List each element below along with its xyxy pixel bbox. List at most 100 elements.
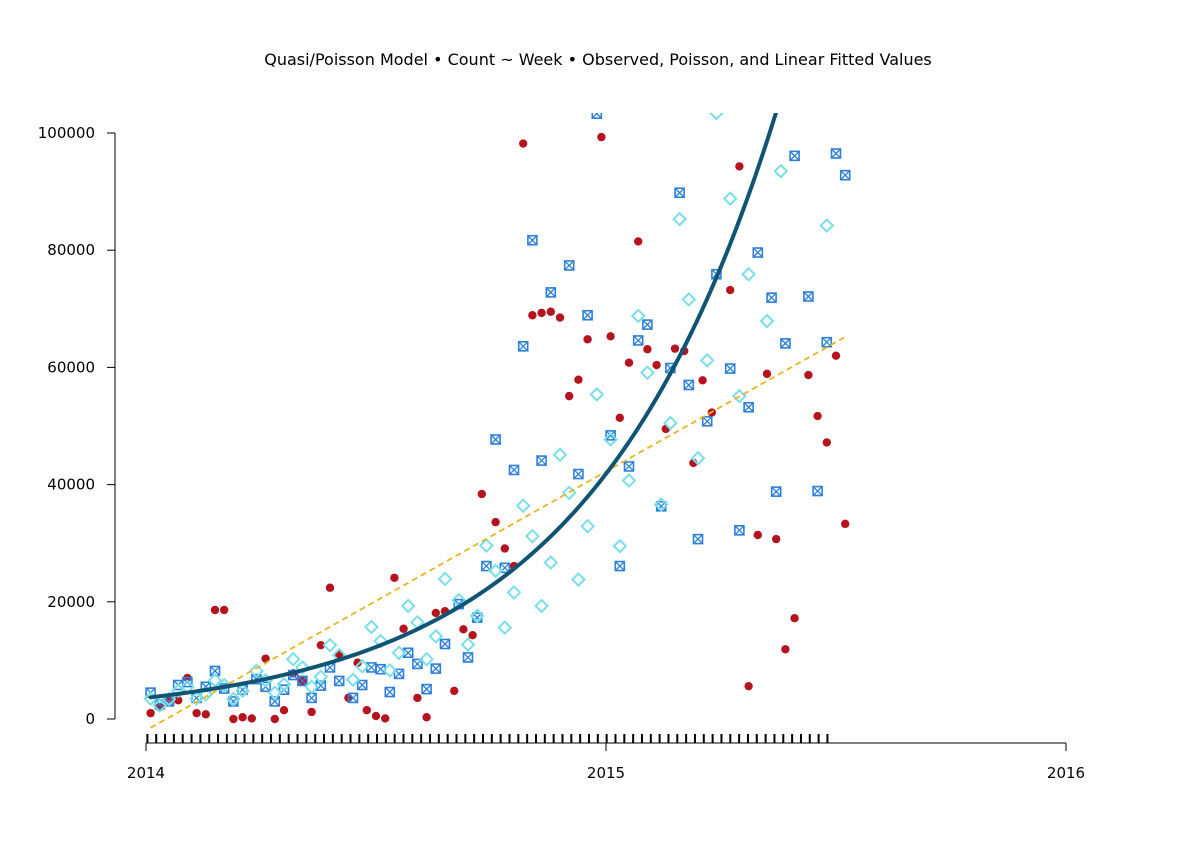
poisson-fitted-point (347, 692, 359, 704)
observed-point (468, 631, 477, 640)
linear-fitted-point (722, 191, 738, 207)
poisson-fitted-point (605, 430, 616, 441)
observed-point (624, 358, 634, 367)
poisson-fitted-point (632, 335, 644, 346)
linear-fitted-point (276, 677, 292, 692)
observed-point (555, 313, 565, 322)
observed-point (519, 139, 528, 148)
observed-point (192, 708, 201, 718)
y-tick-label: 60000 (47, 358, 95, 376)
poisson-fitted-point (333, 675, 345, 687)
linear-fitted-point (524, 528, 540, 544)
linear-fitted-point (603, 432, 619, 447)
poisson-fitted-point (269, 696, 281, 707)
chart-title: Quasi/Poisson Model • Count ~ Week • Obs… (264, 50, 932, 69)
observed-point (634, 237, 643, 246)
linear-fitted-point (653, 497, 669, 512)
poisson-fitted-point (789, 150, 800, 162)
poisson-fitted-point (517, 341, 529, 352)
poisson-fitted-point (780, 338, 791, 349)
observed-point (371, 711, 381, 721)
linear-fitted-point (621, 473, 637, 488)
observed-point (261, 654, 270, 663)
poisson-fitted-point (623, 461, 635, 472)
linear-fitted-point (216, 677, 232, 693)
observed-point (606, 332, 615, 341)
poisson-fitted-point (490, 434, 501, 445)
poisson-fitted-point (527, 234, 538, 246)
linear-fitted-point (672, 211, 688, 227)
observed-point (210, 605, 220, 615)
poisson-fitted-point (563, 260, 575, 271)
observed-point (353, 658, 362, 667)
y-tick-label: 80000 (47, 241, 95, 259)
poisson-fitted-point (683, 379, 695, 391)
linear-fitted-point (225, 691, 241, 707)
observed-point (201, 710, 210, 719)
observed-point (841, 519, 850, 529)
observed-point (822, 438, 831, 447)
linear-fitted-point (570, 572, 586, 587)
linear-fitted-point (708, 113, 724, 121)
poisson-fitted-point (642, 319, 653, 330)
observed-point (459, 625, 468, 634)
observed-point (546, 307, 555, 316)
observed-point (813, 411, 822, 421)
linear-fitted-series (143, 113, 835, 713)
linear-fitted-point (819, 218, 835, 234)
x-axis: 2014 2015 2016 (127, 742, 1085, 782)
poisson-fit-curve (148, 113, 778, 700)
linear-fitted-point (639, 365, 655, 381)
linear-fitted-point (285, 651, 301, 667)
poisson-fitted-point (614, 560, 626, 572)
linear-fitted-point (248, 663, 264, 679)
linear-fitted-point (152, 698, 168, 713)
observed-point (477, 489, 486, 499)
linear-fitted-point (460, 637, 476, 652)
observed-point (450, 686, 459, 696)
observed-point (735, 162, 744, 171)
observed-point (670, 344, 680, 353)
y-tick-label: 40000 (47, 476, 95, 494)
linear-fitted-point (699, 352, 715, 368)
linear-fitted-point (313, 669, 329, 685)
x-tick-label: 2015 (587, 764, 625, 782)
observed-point (316, 640, 325, 650)
observed-point (781, 645, 790, 654)
poisson-fitted-point (573, 468, 584, 480)
poisson-fitted-point (803, 291, 814, 302)
linear-fitted-point (437, 571, 453, 587)
observed-point (652, 360, 661, 370)
linear-fitted-point (506, 585, 522, 600)
observed-point (413, 693, 422, 703)
poisson-fitted-point (734, 525, 745, 536)
linear-fitted-point (534, 598, 550, 614)
observed-point (238, 713, 247, 722)
observed-point (399, 624, 408, 633)
linear-fitted-point (363, 619, 379, 635)
observed-point (661, 424, 670, 434)
y-tick-label: 20000 (47, 593, 95, 611)
y-tick-label: 100000 (38, 124, 95, 142)
week-rug (146, 734, 829, 743)
poisson-fitted-point (481, 560, 492, 572)
poisson-fitted-point (770, 486, 782, 497)
linear-fitted-point (488, 563, 504, 579)
linear-fitted-point (773, 163, 789, 179)
poisson-fitted-point (591, 113, 603, 119)
poisson-fitted-point (356, 679, 368, 691)
linear-fitted-point (478, 538, 494, 553)
observed-series (146, 132, 850, 724)
poisson-fitted-point (536, 455, 547, 466)
observed-point (431, 608, 440, 618)
poisson-fitted-point (743, 401, 754, 413)
linear-fitted-point (391, 645, 407, 661)
linear-fitted-point (515, 498, 531, 514)
linear-fitted-point (589, 386, 605, 402)
observed-point (362, 706, 371, 715)
poisson-fitted-point (384, 686, 396, 698)
poisson-fitted-point (421, 683, 432, 695)
linear-fitted-point (681, 292, 697, 307)
linear-fitted-point (400, 598, 416, 614)
